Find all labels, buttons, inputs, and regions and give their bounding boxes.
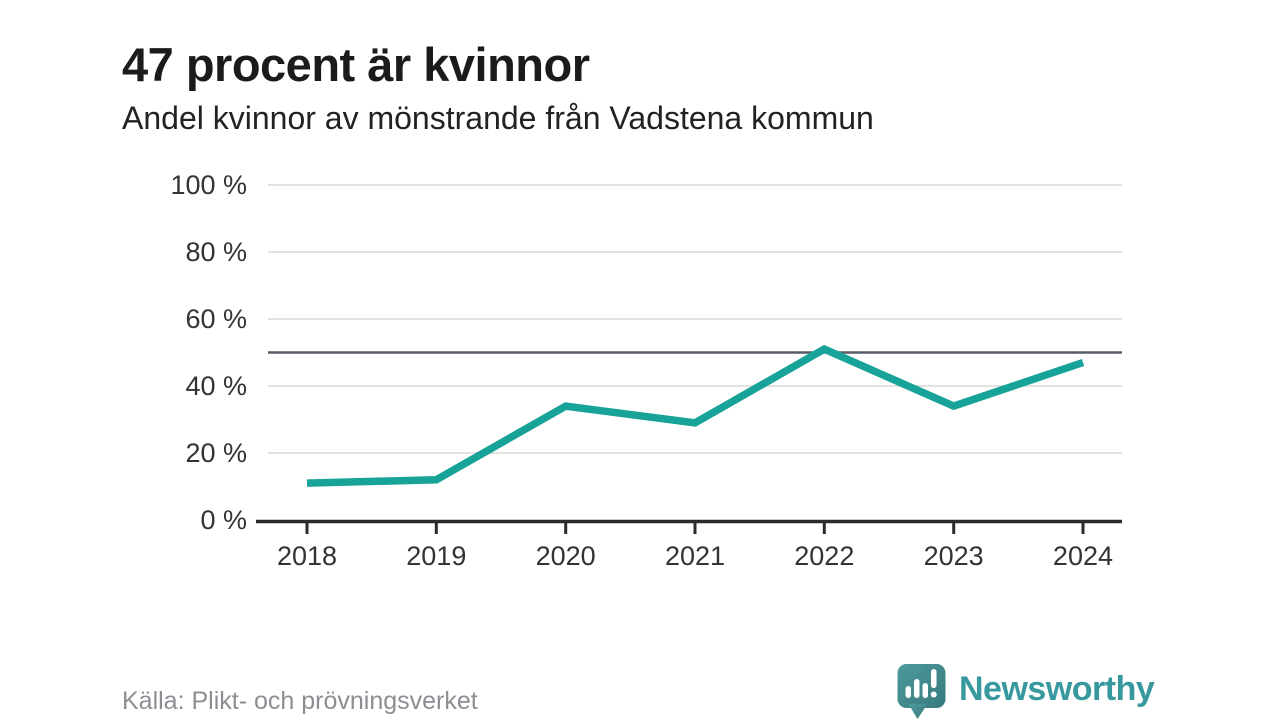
y-axis-label: 80 % (185, 237, 247, 267)
logo-bubble (897, 664, 946, 708)
y-axis-label: 20 % (185, 438, 247, 468)
x-axis-label: 2022 (794, 541, 855, 571)
x-axis-label: 2024 (1052, 541, 1113, 571)
source-caption: Källa: Plikt- och prövningsverket (122, 687, 478, 715)
chart-subtitle: Andel kvinnor av mönstrande från Vadsten… (122, 100, 874, 136)
logo-bar-icon (922, 683, 928, 698)
x-axis-label: 2020 (535, 541, 596, 571)
logo-bubble-tail (908, 704, 928, 719)
chart-title: 47 procent är kvinnor (122, 38, 590, 92)
x-axis-label: 2023 (923, 541, 984, 571)
x-axis-label: 2021 (664, 541, 726, 571)
brand-name: Newsworthy (959, 669, 1155, 708)
x-axis-label: 2018 (276, 541, 338, 571)
newsworthy-logo-icon (897, 664, 946, 719)
x-axis-label: 2019 (406, 541, 467, 571)
y-axis-label: 0 % (200, 505, 247, 535)
data-line (306, 344, 1085, 487)
newsworthy-logo: Newsworthy (895, 663, 1155, 719)
y-axis-label: 60 % (185, 304, 247, 334)
y-axis-label: 100 % (170, 170, 247, 200)
logo-bar-icon (905, 686, 911, 698)
logo-exclamation-dot-icon (930, 691, 937, 698)
logo-bar-icon (914, 679, 920, 698)
y-axis-label: 40 % (185, 371, 247, 401)
logo-exclamation-icon (931, 669, 937, 688)
